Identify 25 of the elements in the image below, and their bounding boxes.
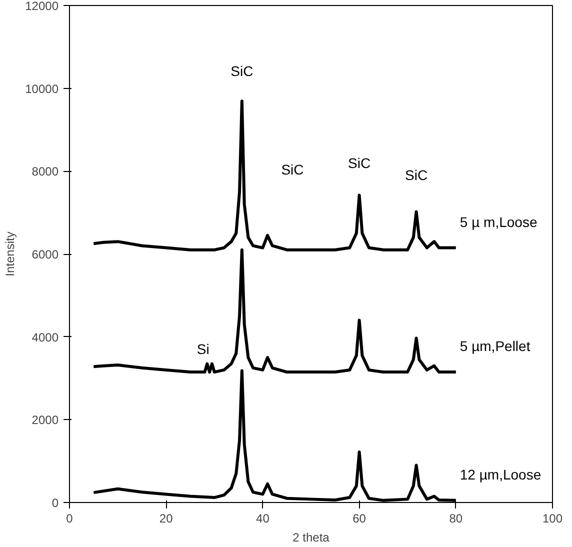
annotation: Si (196, 340, 210, 357)
x-tick-label: 100 (542, 512, 563, 526)
x-tick-label: 80 (449, 512, 463, 526)
annotation: SiC (281, 162, 304, 178)
x-tick-label: 0 (66, 512, 74, 526)
x-tick-label: 20 (159, 512, 174, 526)
x-axis-title: 2 theta (292, 530, 330, 544)
y-tick-label: 2000 (32, 413, 59, 428)
line-series (92, 248, 458, 374)
y-tick-label: 10000 (25, 82, 59, 96)
y-tick-label: 8000 (32, 164, 59, 179)
x-tick-label: 60 (352, 512, 366, 526)
y-axis-title: Intensity (3, 232, 18, 276)
annotation: SiC (348, 155, 371, 172)
y-tick-label: 0 (52, 496, 59, 510)
series-label: 5 µm,Pellet (460, 338, 530, 354)
annotation: SiC (230, 63, 254, 80)
series-label: 5 µ m,Loose (460, 214, 538, 230)
series-label: 12 µm,Loose (460, 466, 542, 482)
y-tick-label: 6000 (32, 248, 59, 262)
line-series (92, 100, 458, 252)
y-tick-label: 12000 (25, 0, 59, 13)
x-tick-label: 40 (256, 512, 270, 526)
y-tick-label: 4000 (32, 330, 59, 344)
annotation: SiC (405, 166, 428, 183)
